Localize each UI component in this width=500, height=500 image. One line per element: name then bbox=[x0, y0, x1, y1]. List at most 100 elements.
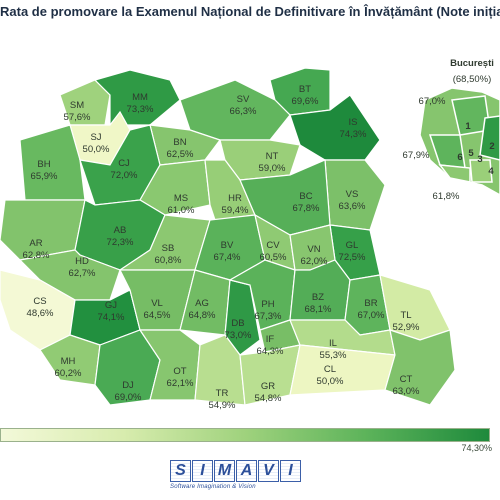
county-value-HD: 62,7% bbox=[69, 268, 96, 279]
county-code-GL: GL bbox=[346, 240, 359, 251]
county-value-MH: 60,2% bbox=[55, 368, 82, 379]
county-value-AR: 62,8% bbox=[23, 250, 50, 261]
county-value-CT: 63,0% bbox=[393, 386, 420, 397]
county-code-VN: VN bbox=[307, 244, 320, 255]
romania-county-map: SM57,6%MM73,3%BT69,6%SJ50,0%SV66,3%BN62,… bbox=[0, 58, 500, 411]
county-code-PH: PH bbox=[261, 299, 274, 310]
county-code-NT: NT bbox=[266, 151, 279, 162]
county-value-CJ: 72,0% bbox=[111, 170, 138, 181]
county-value-GL: 72,5% bbox=[339, 252, 366, 263]
county-code-MM: MM bbox=[132, 92, 148, 103]
county-code-VL: VL bbox=[151, 298, 163, 309]
logo-letter: S bbox=[170, 460, 191, 482]
county-code-CJ: CJ bbox=[118, 158, 130, 169]
county-code-SJ: SJ bbox=[90, 132, 101, 143]
sector-code-6: 6 bbox=[457, 152, 462, 163]
sector-value-5: 61,8% bbox=[433, 191, 460, 202]
county-code-SB: SB bbox=[162, 243, 175, 254]
county-value-AG: 64,8% bbox=[189, 310, 216, 321]
county-code-HR: HR bbox=[228, 193, 242, 204]
logo-letter: V bbox=[258, 460, 279, 482]
county-code-BN: BN bbox=[173, 137, 186, 148]
county-code-VS: VS bbox=[346, 189, 359, 200]
county-value-VN: 62,0% bbox=[301, 256, 328, 267]
county-code-MS: MS bbox=[174, 193, 188, 204]
county-value-VS: 63,6% bbox=[339, 201, 366, 212]
county-value-BN: 62,5% bbox=[167, 149, 194, 160]
county-code-CT: CT bbox=[400, 374, 413, 385]
sector-code-5: 5 bbox=[468, 148, 474, 159]
county-value-MS: 61,0% bbox=[168, 205, 195, 216]
counties bbox=[0, 67, 456, 406]
county-value-VL: 64,5% bbox=[144, 310, 171, 321]
county-value-BH: 65,9% bbox=[31, 171, 58, 182]
county-code-CS: CS bbox=[33, 296, 46, 307]
county-code-MH: MH bbox=[61, 356, 76, 367]
county-code-TL: TL bbox=[400, 310, 411, 321]
county-code-SV: SV bbox=[237, 94, 250, 105]
county-value-DB: 73,0% bbox=[225, 330, 252, 341]
logo-letter: I bbox=[280, 460, 301, 482]
sector-code-1: 1 bbox=[465, 121, 471, 132]
county-code-SM: SM bbox=[70, 100, 84, 111]
sector-code-4: 4 bbox=[488, 166, 494, 177]
county-code-OT: OT bbox=[173, 366, 186, 377]
county-value-HR: 59,4% bbox=[222, 205, 249, 216]
county-code-CV: CV bbox=[266, 240, 280, 251]
county-value-TR: 54,9% bbox=[209, 400, 236, 411]
county-value-SB: 60,8% bbox=[155, 255, 182, 266]
sector-code-3: 3 bbox=[477, 154, 482, 165]
legend-color-bar bbox=[0, 428, 490, 442]
county-code-AB: AB bbox=[114, 225, 127, 236]
sector-value-1: 67,0% bbox=[419, 96, 446, 107]
county-value-IF: 64,3% bbox=[257, 346, 284, 357]
county-code-AR: AR bbox=[29, 238, 42, 249]
county-code-TR: TR bbox=[216, 388, 229, 399]
county-value-SJ: 50,0% bbox=[83, 144, 110, 155]
logo-letter: A bbox=[236, 460, 257, 482]
county-BH bbox=[19, 124, 86, 201]
county-code-BC: BC bbox=[299, 191, 312, 202]
county-value-SV: 66,3% bbox=[230, 106, 257, 117]
bucharest-labels: București (68,50%) 1 67,0% 234 5 61,8% 6 67,9% bbox=[403, 58, 495, 202]
county-value-DJ: 69,0% bbox=[115, 392, 142, 403]
county-code-HD: HD bbox=[75, 256, 89, 267]
county-value-TL: 52,9% bbox=[393, 322, 420, 333]
county-value-CL: 50,0% bbox=[317, 376, 344, 387]
county-code-BZ: BZ bbox=[312, 292, 324, 303]
county-value-SM: 57,6% bbox=[64, 112, 91, 123]
bucharest-value: (68,50%) bbox=[453, 74, 492, 85]
county-IS bbox=[289, 94, 381, 161]
county-value-GR: 54,8% bbox=[255, 393, 282, 404]
county-value-BZ: 68,1% bbox=[305, 304, 332, 315]
county-value-BR: 67,0% bbox=[358, 310, 385, 321]
county-value-CS: 48,6% bbox=[27, 308, 54, 319]
county-value-OT: 62,1% bbox=[167, 378, 194, 389]
county-code-IS: IS bbox=[349, 117, 358, 128]
county-CT bbox=[384, 329, 456, 406]
county-value-PH: 67,3% bbox=[255, 311, 282, 322]
county-value-IL: 55,3% bbox=[320, 350, 347, 361]
county-value-GJ: 74,1% bbox=[98, 312, 125, 323]
logo-letter: M bbox=[214, 460, 235, 482]
county-code-BT: BT bbox=[299, 84, 311, 95]
sector-value-6: 67,9% bbox=[403, 150, 430, 161]
county-code-DB: DB bbox=[231, 318, 244, 329]
county-labels: SM57,6%MM73,3%BT69,6%SJ50,0%SV66,3%BN62,… bbox=[23, 84, 420, 411]
county-value-AB: 72,3% bbox=[107, 237, 134, 248]
bucharest-inset bbox=[419, 87, 500, 196]
bucharest-name: București bbox=[450, 58, 494, 69]
county-code-IL: IL bbox=[329, 338, 337, 349]
county-SM bbox=[59, 79, 111, 126]
county-code-IF: IF bbox=[266, 334, 275, 345]
county-value-CV: 60,5% bbox=[260, 252, 287, 263]
county-code-BH: BH bbox=[37, 159, 50, 170]
county-value-MM: 73,3% bbox=[127, 104, 154, 115]
county-value-BT: 69,6% bbox=[292, 96, 319, 107]
sector-code-2: 2 bbox=[489, 141, 494, 152]
county-value-BV: 67,4% bbox=[214, 252, 241, 263]
county-TR bbox=[194, 334, 246, 406]
county-code-CL: CL bbox=[324, 364, 336, 375]
